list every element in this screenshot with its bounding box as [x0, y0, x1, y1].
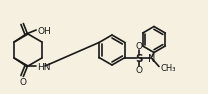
- Text: S: S: [135, 53, 143, 64]
- Text: HN: HN: [37, 63, 51, 72]
- Text: O: O: [135, 66, 142, 75]
- Text: N: N: [148, 53, 156, 64]
- Text: OH: OH: [37, 27, 51, 36]
- Text: O: O: [20, 78, 27, 87]
- Text: CH₃: CH₃: [161, 64, 177, 73]
- Text: O: O: [135, 42, 142, 51]
